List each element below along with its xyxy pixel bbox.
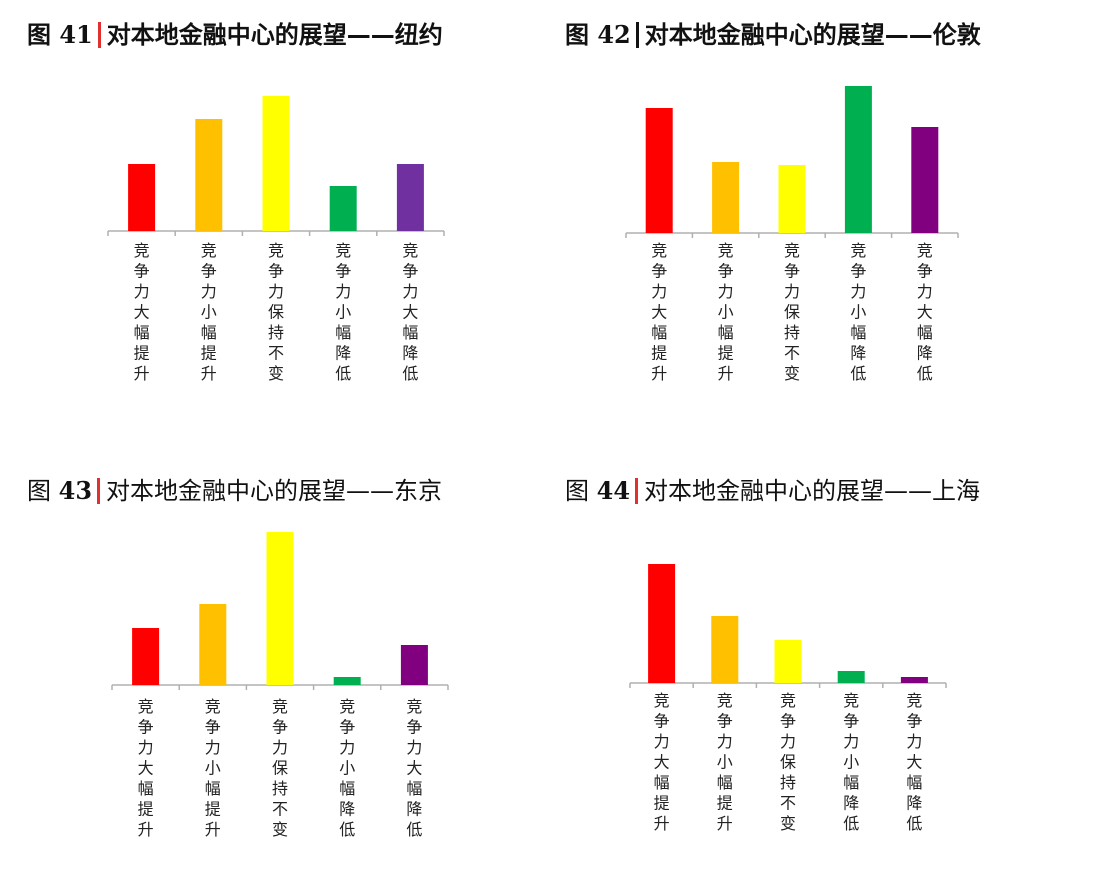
bar (329, 186, 357, 231)
category-label: 竞争力大幅提升 (134, 241, 150, 383)
bar (128, 164, 156, 231)
figure-label: 图 (27, 21, 51, 49)
figure-number: 42 (597, 20, 631, 49)
figure-label: 图 (565, 21, 589, 49)
category-label: 竞争力小幅提升 (718, 241, 734, 383)
bar (844, 86, 872, 233)
category-label: 竞争力小幅降低 (850, 241, 866, 383)
bar (645, 108, 673, 233)
figure-number: 44 (596, 476, 631, 505)
figure-number: 41 (59, 20, 93, 49)
category-label: 竞争力大幅降低 (402, 241, 418, 383)
category-label: 竞争力大幅提升 (654, 691, 670, 833)
category-label: 竞争力大幅降低 (917, 241, 933, 383)
bar (648, 564, 676, 683)
title-text: 对本地金融中心的展望——纽约 (106, 21, 443, 49)
chart-title-41: 图 41 对本地金融中心的展望——纽约 (27, 20, 443, 50)
bar (262, 96, 290, 231)
title-separator (635, 478, 639, 504)
bar (199, 604, 227, 685)
bar (911, 127, 939, 233)
category-label: 竞争力保持不变 (268, 241, 284, 383)
bar (774, 640, 802, 683)
bar (195, 119, 223, 231)
chart-title-44: 图 44 对本地金融中心的展望——上海 (565, 476, 980, 506)
category-label: 竞争力小幅提升 (717, 691, 733, 833)
title-text: 对本地金融中心的展望——东京 (106, 477, 443, 505)
category-label: 竞争力大幅提升 (651, 241, 667, 383)
category-label: 竞争力大幅提升 (138, 697, 154, 839)
bar (266, 532, 294, 685)
title-text: 对本地金融中心的展望——伦敦 (644, 21, 981, 49)
category-label: 竞争力小幅降低 (843, 691, 859, 833)
chart-title-42: 图 42 对本地金融中心的展望——伦敦 (565, 20, 981, 50)
bar (132, 628, 160, 685)
category-label: 竞争力保持不变 (780, 691, 796, 833)
category-label: 竞争力保持不变 (784, 241, 800, 383)
bar (400, 645, 428, 685)
bar (900, 677, 928, 683)
category-label: 竞争力保持不变 (272, 697, 288, 839)
category-label: 竞争力大幅降低 (406, 697, 422, 839)
title-separator (635, 22, 639, 48)
bar (837, 671, 865, 683)
category-label: 竞争力小幅降低 (335, 241, 351, 383)
bar (712, 162, 740, 233)
bar (778, 165, 806, 233)
bar (711, 616, 739, 683)
category-label: 竞争力小幅提升 (205, 697, 221, 839)
figure-label: 图 (27, 477, 51, 505)
title-text: 对本地金融中心的展望——上海 (644, 477, 981, 505)
category-label: 竞争力大幅降低 (906, 691, 922, 833)
bar (396, 164, 424, 231)
title-separator (97, 22, 101, 48)
title-separator (97, 478, 101, 504)
figure-number: 43 (58, 476, 93, 505)
chart-title-43: 图 43 对本地金融中心的展望——东京 (27, 476, 442, 506)
category-label: 竞争力小幅提升 (201, 241, 217, 383)
figure-label: 图 (565, 477, 589, 505)
category-label: 竞争力小幅降低 (339, 697, 355, 839)
bar (333, 677, 361, 685)
